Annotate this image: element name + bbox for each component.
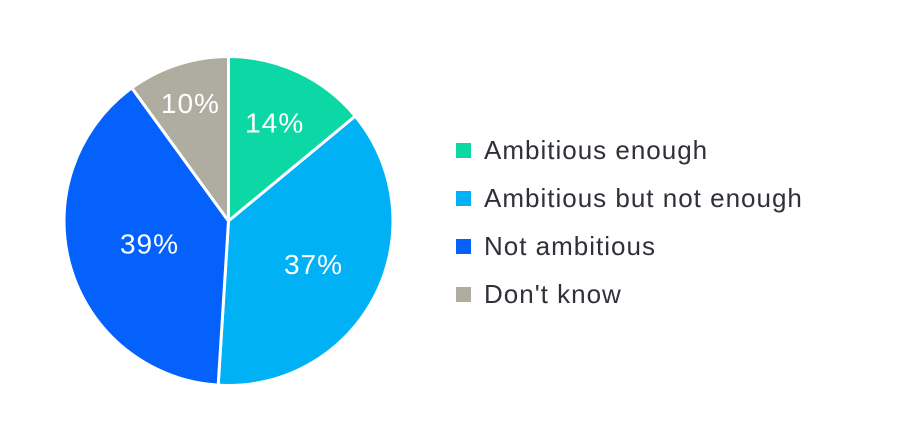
- pie-slice-ambitious-enough: [227, 55, 357, 223]
- legend-label: Ambitious but not enough: [484, 182, 803, 213]
- slice-label: 37%: [284, 249, 343, 280]
- legend-item-ambitious-but-not-enough: Ambitious but not enough: [456, 174, 803, 222]
- legend-label: Ambitious enough: [484, 134, 709, 165]
- legend-item-ambitious-enough: Ambitious enough: [456, 126, 803, 174]
- chart-legend: Ambitious enough Ambitious but not enoug…: [456, 126, 803, 318]
- slice-label: 10%: [161, 88, 220, 119]
- pie-slice-not-ambitious: [62, 86, 230, 387]
- pie-slice-don-t-know: [130, 55, 230, 223]
- pie-slice-ambitious-but-not-enough: [216, 114, 395, 388]
- legend-swatch: [456, 286, 471, 302]
- legend-swatch: [456, 238, 471, 254]
- legend-swatch: [456, 142, 471, 158]
- slice-label: 14%: [245, 107, 304, 138]
- legend-item-not-ambitious: Not ambitious: [456, 222, 803, 270]
- legend-label: Not ambitious: [484, 230, 656, 261]
- legend-swatch: [456, 190, 471, 206]
- legend-item-dont-know: Don't know: [456, 270, 803, 318]
- slice-label: 39%: [120, 228, 179, 259]
- legend-label: Don't know: [484, 278, 622, 309]
